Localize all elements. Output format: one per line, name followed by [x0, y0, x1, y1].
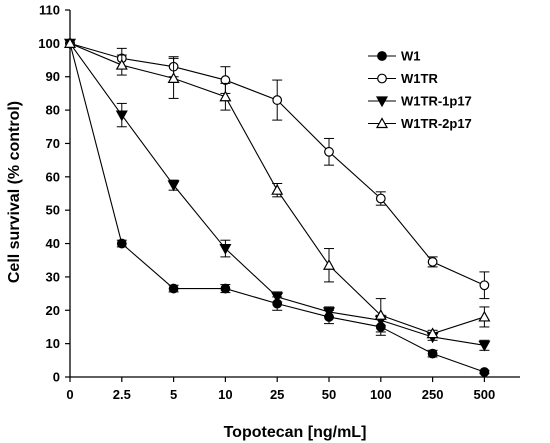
y-tick-label: 40: [46, 236, 60, 251]
data-point-w1tr-2p17: [426, 327, 439, 339]
series-w1tr-2p17: [63, 37, 491, 339]
x-tick-label: 50: [322, 387, 336, 402]
legend-marker: [375, 117, 389, 129]
data-point-w1tr-2p17: [115, 58, 128, 70]
y-tick-label: 60: [46, 169, 60, 184]
y-tick-label: 30: [46, 269, 60, 284]
data-point-w1tr-1p17: [271, 292, 284, 304]
legend-item-w1: W1: [368, 49, 421, 64]
data-point-w1: [427, 348, 438, 359]
y-tick-label: 110: [39, 3, 60, 18]
legend-marker: [377, 51, 387, 61]
data-point-w1tr-2p17: [271, 183, 284, 195]
x-tick-label: 100: [370, 387, 392, 402]
legend-item-w1tr-2p17: W1TR-2p17: [368, 116, 472, 131]
legend-marker: [377, 73, 387, 84]
data-point-w1tr: [427, 256, 438, 267]
data-point-w1tr-1p17: [115, 110, 128, 122]
axes: [69, 10, 520, 378]
data-point-w1tr-2p17: [219, 90, 232, 102]
data-point-w1tr-2p17: [322, 258, 336, 270]
legend-label: W1TR: [401, 71, 438, 86]
y-tick-label: 50: [46, 203, 60, 218]
data-point-w1: [479, 367, 490, 377]
data-point-w1tr-1p17: [322, 307, 336, 319]
legend-item-w1tr-1p17: W1TR-1p17: [368, 94, 472, 109]
x-tick-label: 2.5: [113, 387, 131, 402]
y-tick-label: 20: [46, 303, 60, 318]
data-point-w1tr: [272, 95, 283, 105]
data-point-w1: [168, 283, 179, 294]
data-point-w1tr-2p17: [63, 37, 77, 48]
y-tick-label: 70: [46, 136, 60, 151]
data-point-w1: [116, 238, 127, 249]
data-point-w1: [220, 283, 231, 294]
data-point-w1tr-2p17: [167, 72, 180, 83]
x-tick-label: 25: [270, 387, 284, 402]
legend-item-w1tr: W1TR: [368, 71, 438, 86]
data-point-w1tr-1p17: [478, 340, 491, 352]
x-axis-title: Topotecan [ng/mL]: [224, 424, 367, 441]
x-ticks: 0 2.5 5 10 25 50 100 250 500: [66, 377, 495, 402]
y-tick-label: 10: [46, 336, 60, 351]
x-tick-label: 5: [170, 387, 177, 402]
legend-marker: [375, 96, 389, 108]
y-tick-label: 90: [46, 69, 60, 84]
data-point-w1tr: [324, 146, 334, 157]
data-point-w1tr-2p17: [478, 310, 491, 322]
series-layer: [63, 37, 491, 377]
y-axis-title: Cell survival (% control): [6, 101, 23, 283]
y-tick-label: 100: [38, 36, 60, 51]
legend-label: W1: [401, 49, 421, 64]
legend-label: W1TR-1p17: [401, 94, 472, 109]
data-point-w1tr-1p17: [219, 243, 232, 255]
data-point-w1tr: [479, 280, 490, 291]
y-tick-label: 0: [53, 370, 60, 385]
data-point-w1tr: [375, 193, 386, 204]
x-tick-label: 0: [66, 387, 73, 402]
legend-label: W1TR-2p17: [401, 116, 472, 131]
x-tick-label: 10: [218, 387, 232, 402]
y-tick-label: 80: [46, 103, 60, 118]
x-tick-label: 250: [422, 387, 444, 402]
x-tick-label: 500: [474, 387, 496, 402]
data-point-w1tr-1p17: [167, 180, 180, 192]
y-ticks: 0 10 20 30 40 50 60 70 80 90 100 110: [38, 3, 70, 385]
legend: W1 W1TR W1TR-1p17 W1TR-2p17: [368, 49, 472, 131]
data-point-w1tr-2p17: [374, 309, 387, 320]
